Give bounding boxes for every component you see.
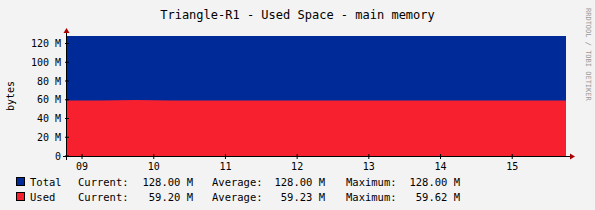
legend-name: Used	[30, 191, 55, 203]
legend-stat-value: 59.62 M	[416, 191, 460, 203]
x-tick-label: 10	[148, 161, 160, 172]
legend-stat-value: 59.23 M	[281, 191, 325, 203]
background	[0, 0, 595, 210]
legend-swatch	[17, 178, 25, 186]
plot-area	[67, 36, 566, 156]
y-tick-label: 20 M	[37, 132, 61, 143]
legend-swatch	[17, 193, 25, 201]
y-tick-label: 80 M	[37, 76, 61, 87]
area-used	[67, 100, 566, 156]
title: Triangle-R1 - Used Space - main memory	[160, 8, 435, 22]
legend-name: Total	[30, 176, 62, 188]
areas	[67, 36, 566, 156]
legend-stat-value: 128.00 M	[142, 176, 193, 188]
x-tick-label: 09	[76, 161, 88, 172]
legend-stat-label: Maximum:	[346, 176, 397, 188]
y-axis	[66, 33, 67, 160]
y-tick-label: 100 M	[31, 57, 61, 68]
legend-stat-label: Current:	[78, 176, 129, 188]
legend-stat-label: Current:	[78, 191, 129, 203]
x-tick-label: 13	[363, 161, 375, 172]
legend-stat-label: Maximum:	[346, 191, 397, 203]
y-tick-label: 40 M	[37, 113, 61, 124]
x-tick-label: 14	[435, 161, 447, 172]
y-axis-label: bytes	[5, 81, 16, 111]
y-tick-label: 0	[55, 151, 61, 162]
legend-stat-value: 128.00 M	[274, 176, 325, 188]
y-tick-label: 120 M	[31, 38, 61, 49]
legend-stat-value: 59.20 M	[149, 191, 193, 203]
watermark: RRDTOOL / TOBI OETIKER	[584, 8, 592, 102]
x-tick-label: 15	[506, 161, 518, 172]
legend-stat-label: Average:	[212, 176, 263, 188]
y-axis-arrow	[64, 28, 70, 33]
x-tick-label: 12	[291, 161, 303, 172]
x-tick-label: 11	[219, 161, 231, 172]
x-axis	[63, 156, 570, 157]
legend-stat-value: 128.00 M	[409, 176, 460, 188]
chart: Triangle-R1 - Used Space - main memory 0 2…	[0, 0, 595, 210]
y-tick-label: 60 M	[37, 94, 61, 105]
x-axis-arrow	[570, 154, 575, 160]
legend-stat-label: Average:	[212, 191, 263, 203]
area-total	[67, 36, 566, 156]
